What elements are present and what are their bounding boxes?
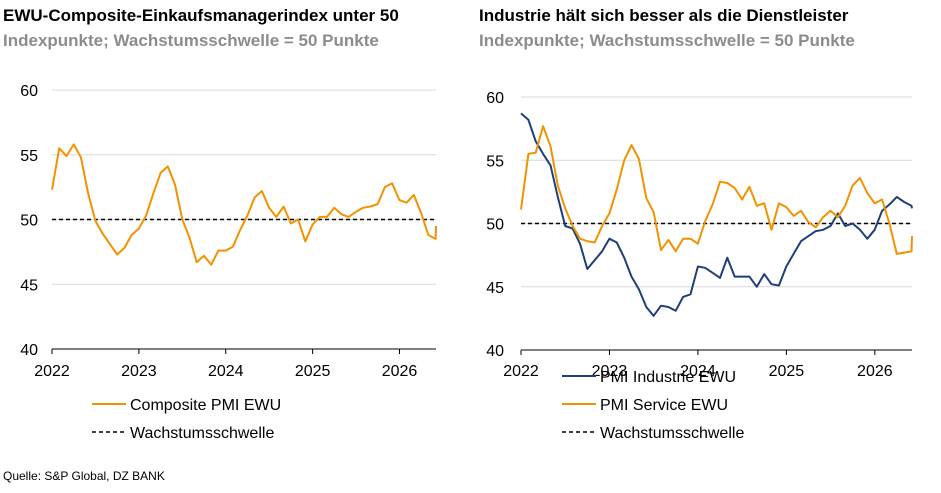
- right-ytick-label: 60: [486, 90, 504, 107]
- right-series-line-2: [520, 125, 913, 255]
- left-xtick-label: 2024: [208, 363, 244, 380]
- left-chart-title: EWU-Composite-Einkaufsmanagerindex unter…: [3, 6, 399, 25]
- left-ytick-label: 55: [20, 148, 38, 165]
- left-xtick-label: 2026: [382, 363, 418, 380]
- left-ytick-label: 40: [20, 342, 38, 359]
- right-chart-title: Industrie hält sich besser als die Diens…: [479, 6, 849, 25]
- left-legend-label: Composite PMI EWU: [130, 397, 281, 414]
- left-xtick-label: 2025: [295, 363, 331, 380]
- left-ytick-label: 60: [20, 83, 38, 100]
- left-series-line-1: [51, 143, 437, 266]
- right-xtick-label: 2024: [680, 363, 716, 380]
- right-series-line-1: [520, 112, 913, 317]
- right-ytick-label: 45: [486, 280, 504, 297]
- right-ytick-label: 55: [486, 153, 504, 170]
- right-xtick-label: 2026: [857, 363, 893, 380]
- left-xtick-label: 2022: [34, 363, 70, 380]
- source-note: Quelle: S&P Global, DZ BANK: [3, 469, 165, 483]
- right-legend-label: PMI Service EWU: [600, 397, 728, 414]
- right-xtick-label: 2022: [503, 363, 539, 380]
- left-chart-subtitle: Indexpunkte; Wachstumsschwelle = 50 Punk…: [3, 31, 379, 50]
- left-ytick-label: 45: [20, 277, 38, 294]
- right-ytick-label: 50: [486, 217, 504, 234]
- left-xtick-label: 2023: [121, 363, 157, 380]
- right-chart-subtitle: Indexpunkte; Wachstumsschwelle = 50 Punk…: [479, 31, 855, 50]
- right-legend-label: Wachstumsschwelle: [600, 425, 744, 442]
- right-xtick-label: 2023: [592, 363, 628, 380]
- right-ytick-label: 40: [486, 343, 504, 360]
- left-ytick-label: 50: [20, 213, 38, 230]
- right-legend-label: PMI Industrie EWU: [600, 369, 736, 386]
- left-legend-label: Wachstumsschwelle: [130, 425, 274, 442]
- right-xtick-label: 2025: [769, 363, 805, 380]
